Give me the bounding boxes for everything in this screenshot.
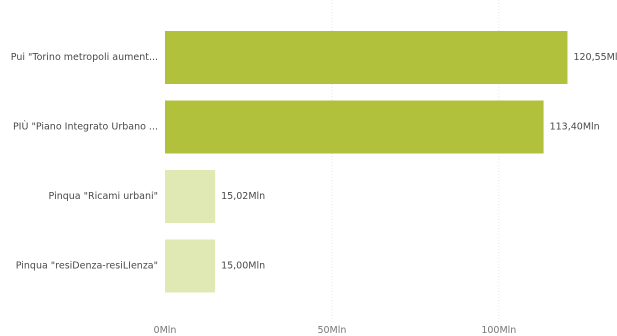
bar[interactable] <box>165 100 544 154</box>
category-label: Pinqua "Ricami urbani" <box>49 191 158 202</box>
x-tick-label: 100Mln <box>481 325 516 336</box>
data-label: 15,02Mln <box>221 191 265 202</box>
labels: Pui "Torino metropoli aument... 120,55Mln… <box>11 52 617 272</box>
bar[interactable] <box>165 31 568 84</box>
x-tick-label: 0Mln <box>154 325 177 336</box>
bar[interactable] <box>165 239 216 293</box>
x-tick-label: 50Mln <box>317 325 346 336</box>
category-label: PIÙ "Piano Integrato Urbano ... <box>13 121 158 133</box>
data-label: 113,40Mln <box>550 122 600 133</box>
bars <box>165 31 568 293</box>
category-label: Pui "Torino metropoli aument... <box>11 52 158 63</box>
x-axis: 0Mln 50Mln 100Mln <box>154 325 517 336</box>
data-label: 15,00Mln <box>221 261 265 272</box>
category-label: Pinqua "resiDenza-resiLIenza" <box>16 261 158 272</box>
bar[interactable] <box>165 170 216 223</box>
data-label: 120,55Mln <box>573 52 617 63</box>
